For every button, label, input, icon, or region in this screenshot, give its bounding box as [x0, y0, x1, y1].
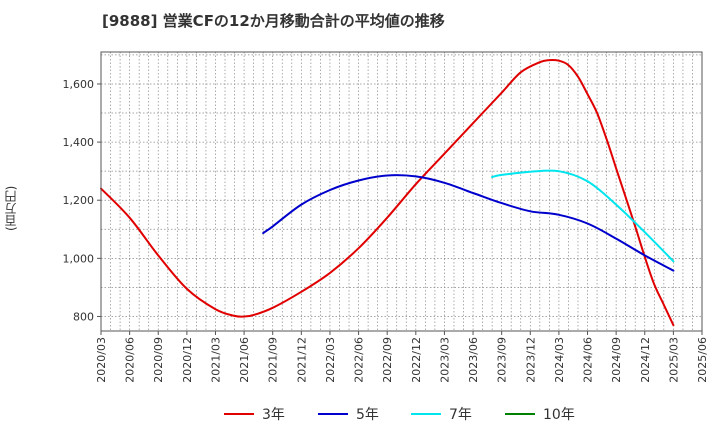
legend: 3年 5年 7年 10年 — [224, 407, 575, 423]
series-line-3 — [491, 169, 675, 263]
x-tick-label: 2023/06 — [467, 337, 480, 383]
x-tick-label: 2022/06 — [353, 337, 366, 383]
y-tick-layer: 800 1,000 1,200 1,400 1,600 — [63, 78, 101, 323]
x-tick-label: 2024/12 — [639, 337, 652, 383]
grid-layer — [100, 52, 703, 331]
x-tick-label: 2021/06 — [238, 337, 251, 383]
x-tick-label: 2020/12 — [181, 337, 194, 383]
plot-frame — [100, 51, 703, 332]
x-tick-label: 2024/03 — [553, 337, 566, 383]
x-tick-label: 2021/09 — [267, 337, 280, 383]
y-tick-label: 1,400 — [63, 136, 95, 149]
y-tick-label: 1,200 — [63, 194, 95, 207]
x-tick-label: 2022/03 — [324, 337, 337, 383]
x-tick-label: 2024/06 — [582, 337, 595, 383]
y-tick-label: 1,000 — [63, 252, 95, 265]
x-tick-label: 2020/09 — [152, 337, 165, 383]
legend-label: 5年 — [356, 407, 379, 423]
x-tick-label: 2020/03 — [95, 337, 108, 383]
x-tick-label: 2021/12 — [295, 337, 308, 383]
x-tick-label: 2021/03 — [209, 337, 222, 383]
legend-label: 10年 — [543, 407, 575, 423]
series-line-1 — [100, 58, 675, 327]
x-tick-label: 2024/09 — [610, 337, 623, 383]
x-tick-label: 2023/09 — [496, 337, 509, 383]
y-tick-label: 800 — [73, 310, 94, 323]
legend-label: 3年 — [262, 407, 285, 423]
chart-title: [9888] 営業CFの12か月移動合計の平均値の推移 — [102, 12, 445, 30]
legend-label: 7年 — [449, 407, 472, 423]
x-tick-label: 2022/12 — [410, 337, 423, 383]
series-line-2 — [262, 174, 675, 272]
series-layer — [100, 58, 675, 327]
x-tick-label: 2023/12 — [524, 337, 537, 383]
x-tick-label: 2022/09 — [381, 337, 394, 383]
x-tick-layer: 2020/03 2020/06 2020/09 2020/12 2021/03 2021/… — [95, 331, 709, 383]
x-tick-label: 2025/03 — [667, 337, 680, 383]
x-tick-label: 2023/03 — [438, 337, 451, 383]
x-tick-label: 2020/06 — [124, 337, 137, 383]
y-tick-label: 1,600 — [63, 78, 95, 91]
x-tick-label: 2025/06 — [696, 337, 709, 383]
